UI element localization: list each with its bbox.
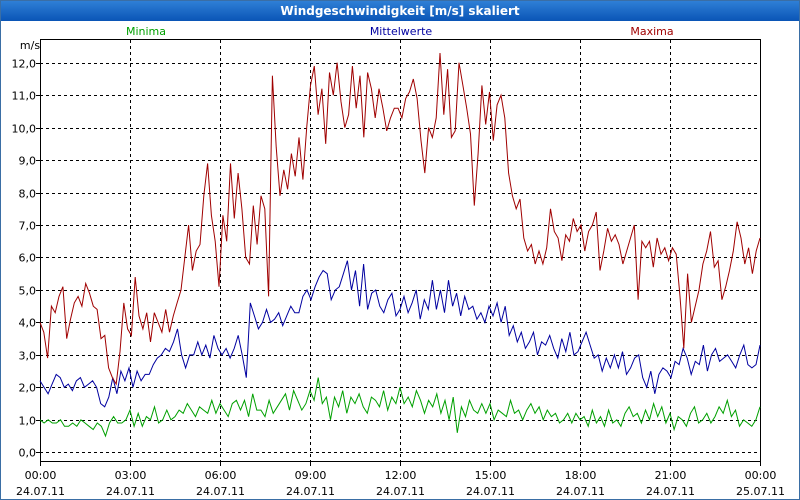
y-tick-label: 9,0 bbox=[19, 155, 37, 168]
x-tick-date: 25.07.11 bbox=[736, 485, 785, 498]
y-tick-label: 7,0 bbox=[19, 220, 37, 233]
legend-maxima: Maxima bbox=[630, 25, 673, 38]
y-tick-label: 10,0 bbox=[12, 123, 37, 136]
x-tick-time: 12:00 bbox=[385, 469, 417, 482]
y-tick-label: 11,0 bbox=[12, 90, 37, 103]
series-line-maxima bbox=[39, 52, 761, 386]
x-tick-date: 24.07.11 bbox=[196, 485, 245, 498]
y-tick-label: 0,0 bbox=[19, 447, 37, 460]
x-tick-time: 00:00 bbox=[745, 469, 777, 482]
series-line-minima bbox=[39, 377, 761, 438]
x-tick-time: 09:00 bbox=[295, 469, 327, 482]
x-tick-time: 15:00 bbox=[475, 469, 507, 482]
x-tick-time: 06:00 bbox=[205, 469, 237, 482]
legend-mittelwerte: Mittelwerte bbox=[370, 25, 433, 38]
y-tick-label: 3,0 bbox=[19, 350, 37, 363]
y-tick-label: 8,0 bbox=[19, 188, 37, 201]
x-tick-date: 24.07.11 bbox=[16, 485, 65, 498]
x-tick-time: 18:00 bbox=[565, 469, 597, 482]
x-tick-date: 24.07.11 bbox=[106, 485, 155, 498]
series-line-mittelwerte bbox=[39, 260, 761, 408]
series-lines bbox=[39, 52, 761, 438]
y-tick-label: 1,0 bbox=[19, 415, 37, 428]
x-tick-time: 00:00 bbox=[25, 469, 57, 482]
chart-title: Windgeschwindigkeit [m/s] skaliert bbox=[1, 1, 799, 21]
x-tick-time: 03:00 bbox=[115, 469, 147, 482]
y-tick-label: 12,0 bbox=[12, 58, 37, 71]
line-chart: 0,0 1,0 2,0 3,0 4,0 5,0 6,0 7,0 8,0 9,0 10,0 11,0 12… bbox=[12, 25, 785, 498]
legend-minima: Minima bbox=[126, 25, 166, 38]
y-axis-ticks: 0,0 1,0 2,0 3,0 4,0 5,0 6,0 7,0 8,0 9,0 10,0 11,0 12… bbox=[12, 58, 40, 460]
x-tick-date: 24.07.11 bbox=[466, 485, 515, 498]
y-tick-label: 5,0 bbox=[19, 285, 37, 298]
x-tick-date: 24.07.11 bbox=[646, 485, 695, 498]
y-tick-label: 2,0 bbox=[19, 382, 37, 395]
x-tick-time: 21:00 bbox=[655, 469, 687, 482]
x-tick-date: 24.07.11 bbox=[376, 485, 425, 498]
x-tick-date: 24.07.11 bbox=[556, 485, 605, 498]
y-tick-label: 6,0 bbox=[19, 252, 37, 265]
y-tick-label: 4,0 bbox=[19, 317, 37, 330]
x-axis-ticks: 00:00 24.07.11 03:00 24.07.11 06:00 24.07.11 0… bbox=[16, 462, 785, 498]
y-axis-label: m/s bbox=[20, 39, 40, 52]
x-tick-date: 24.07.11 bbox=[286, 485, 335, 498]
